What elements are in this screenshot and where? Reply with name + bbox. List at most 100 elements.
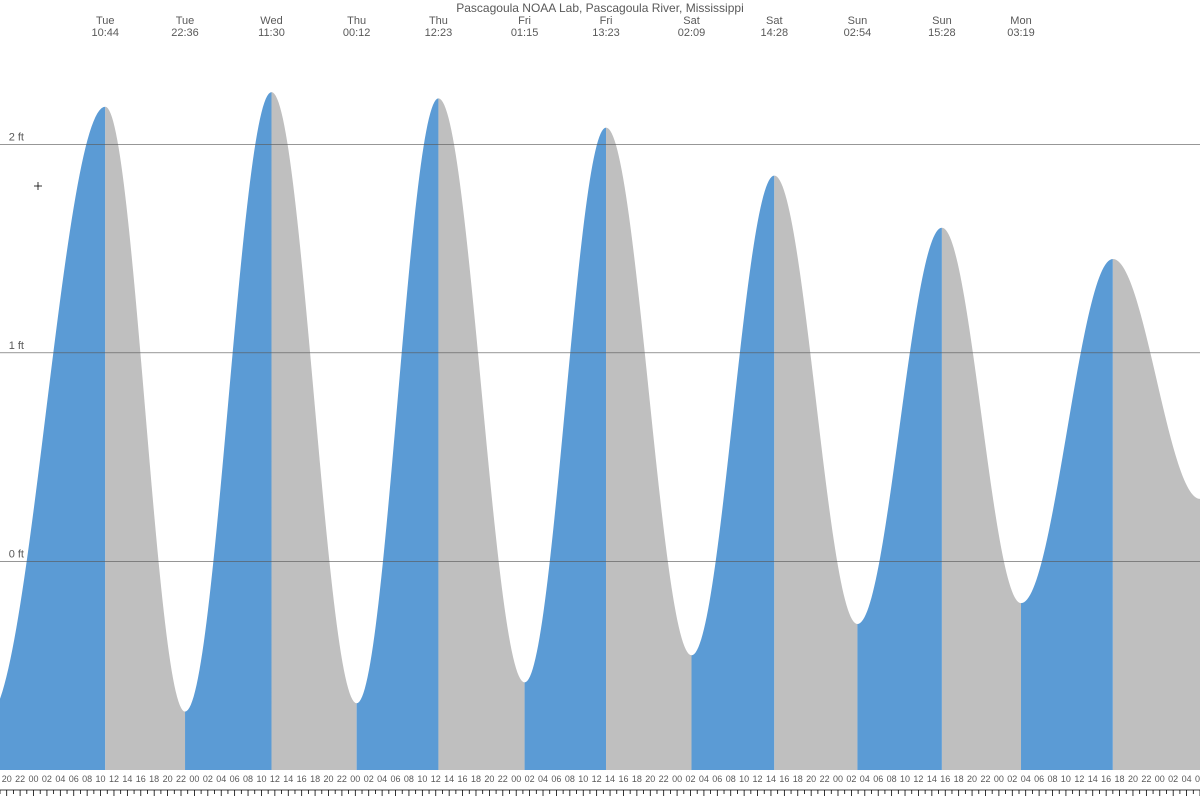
tide-time-day: Sun	[848, 15, 868, 27]
tide-time-day: Fri	[600, 15, 613, 27]
x-hour-label: 00	[350, 774, 360, 784]
x-hour-label: 00	[511, 774, 521, 784]
tide-rise-area	[857, 228, 941, 770]
x-hour-label: 22	[15, 774, 25, 784]
tide-time-value: 13:23	[592, 27, 620, 39]
x-hour-label: 18	[310, 774, 320, 784]
x-hour-label: 10	[256, 774, 266, 784]
x-hour-label: 16	[458, 774, 468, 784]
x-hour-label: 04	[377, 774, 387, 784]
x-hour-label: 12	[270, 774, 280, 784]
tide-time-day: Wed	[260, 15, 282, 27]
x-hour-label: 22	[498, 774, 508, 784]
x-hour-label: 00	[189, 774, 199, 784]
x-hour-label: 18	[149, 774, 159, 784]
tide-time-day: Tue	[176, 15, 195, 27]
x-hour-label: 16	[779, 774, 789, 784]
x-hour-label: 02	[1168, 774, 1178, 784]
x-hour-label: 08	[82, 774, 92, 784]
x-hour-label: 12	[913, 774, 923, 784]
x-hour-label: 20	[484, 774, 494, 784]
x-hour-label: 12	[431, 774, 441, 784]
x-hour-label: 14	[927, 774, 937, 784]
x-hour-label: 20	[645, 774, 655, 784]
x-hour-label: 10	[1061, 774, 1071, 784]
y-axis-label: 1 ft	[9, 340, 24, 352]
x-hour-label: 06	[391, 774, 401, 784]
x-hour-label: 10	[417, 774, 427, 784]
tide-rise-area	[357, 98, 439, 770]
tide-fall-area	[774, 176, 857, 770]
x-hour-label: 20	[806, 774, 816, 784]
x-hour-label: 12	[592, 774, 602, 784]
tide-time-day: Thu	[429, 15, 448, 27]
tide-time-value: 22:36	[171, 27, 199, 39]
tide-fall-area	[606, 128, 691, 770]
x-hour-label: 00	[994, 774, 1004, 784]
x-hour-label: 06	[551, 774, 561, 784]
x-hour-label: 04	[1021, 774, 1031, 784]
tide-fall-area	[105, 107, 185, 770]
x-hour-label: 08	[565, 774, 575, 784]
tide-time-day: Thu	[347, 15, 366, 27]
x-hour-label: 04	[860, 774, 870, 784]
y-axis-label: 2 ft	[9, 131, 24, 143]
x-hour-label: 14	[444, 774, 454, 784]
x-hour-label: 18	[954, 774, 964, 784]
x-hour-label: 22	[337, 774, 347, 784]
chart-title: Pascagoula NOAA Lab, Pascagoula River, M…	[456, 1, 743, 15]
x-hour-label: 04	[699, 774, 709, 784]
x-hour-label: 04	[216, 774, 226, 784]
x-hour-label: 02	[1007, 774, 1017, 784]
x-hour-label: 02	[364, 774, 374, 784]
tide-rise-area	[0, 107, 105, 770]
x-hour-label: 22	[176, 774, 186, 784]
x-hour-label: 16	[618, 774, 628, 784]
x-hour-label: 16	[297, 774, 307, 784]
x-hour-label: 06	[69, 774, 79, 784]
x-hour-label: 12	[753, 774, 763, 784]
x-hour-label: 14	[283, 774, 293, 784]
x-hour-label: 18	[1115, 774, 1125, 784]
tide-time-value: 11:30	[258, 27, 285, 39]
x-hour-label: 10	[739, 774, 749, 784]
tide-fall-area	[272, 92, 357, 770]
x-hour-label: 06	[230, 774, 240, 784]
x-hour-label: 06	[1195, 774, 1200, 784]
x-hour-label: 02	[685, 774, 695, 784]
x-hour-label: 02	[846, 774, 856, 784]
x-hour-label: 08	[726, 774, 736, 784]
tide-rise-area	[1021, 259, 1113, 770]
x-hour-label: 00	[29, 774, 39, 784]
x-hour-label: 16	[940, 774, 950, 784]
tide-time-value: 14:28	[761, 27, 789, 39]
x-hour-label: 14	[766, 774, 776, 784]
x-hour-label: 12	[109, 774, 119, 784]
x-hour-label: 22	[1141, 774, 1151, 784]
tide-time-value: 00:12	[343, 27, 371, 39]
x-hour-label: 00	[672, 774, 682, 784]
x-hour-label: 08	[404, 774, 414, 784]
tide-fall-area	[1113, 259, 1200, 770]
x-hour-label: 16	[1101, 774, 1111, 784]
tide-chart: 0 ft1 ft2 ftPascagoula NOAA Lab, Pascago…	[0, 0, 1200, 800]
tide-time-value: 12:23	[425, 27, 453, 39]
x-hour-label: 00	[833, 774, 843, 784]
tide-time-day: Sat	[766, 15, 783, 27]
tide-time-value: 03:19	[1007, 27, 1035, 39]
x-hour-label: 22	[659, 774, 669, 784]
x-hour-label: 16	[136, 774, 146, 784]
x-hour-label: 22	[820, 774, 830, 784]
x-hour-label: 02	[42, 774, 52, 784]
tide-time-day: Sat	[683, 15, 700, 27]
x-hour-label: 10	[96, 774, 106, 784]
tide-time-value: 02:54	[844, 27, 872, 39]
x-hour-label: 14	[605, 774, 615, 784]
x-hour-label: 20	[1128, 774, 1138, 784]
tide-rise-area	[525, 128, 606, 770]
x-hour-label: 06	[1034, 774, 1044, 784]
x-hour-label: 04	[538, 774, 548, 784]
x-hour-label: 20	[323, 774, 333, 784]
x-hour-label: 02	[525, 774, 535, 784]
x-hour-label: 22	[980, 774, 990, 784]
